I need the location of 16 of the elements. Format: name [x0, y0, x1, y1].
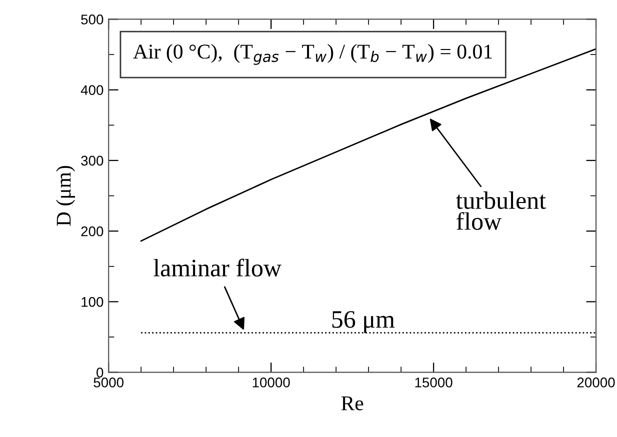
text: Air (0 °C), (T$_{gas}$ − T$_{w}$) / (T$_{b}$ − T$_{w}$) = 0.01 — [133, 44, 492, 65]
x-tick-label: 20000 — [577, 378, 615, 388]
y-tick-label: 0 — [96, 368, 104, 378]
y-tick-label: 300 — [81, 156, 104, 166]
annotation: laminar flow — [154, 258, 282, 277]
y-tick-label: 100 — [82, 297, 104, 307]
y-axis-title: D (μm) — [56, 166, 76, 226]
annotation: turbulent flow — [456, 191, 546, 230]
annotation: 56 μm — [332, 311, 395, 333]
x-axis-title: Re — [341, 396, 364, 410]
x-tick-label: 15000 — [415, 378, 452, 388]
x-tick-label: 10000 — [252, 378, 290, 388]
x-tick-label: 5000 — [94, 378, 124, 388]
y-tick-label: 400 — [80, 85, 104, 96]
y-tick-label: 200 — [81, 226, 104, 236]
y-tick-label: 500 — [81, 14, 104, 24]
